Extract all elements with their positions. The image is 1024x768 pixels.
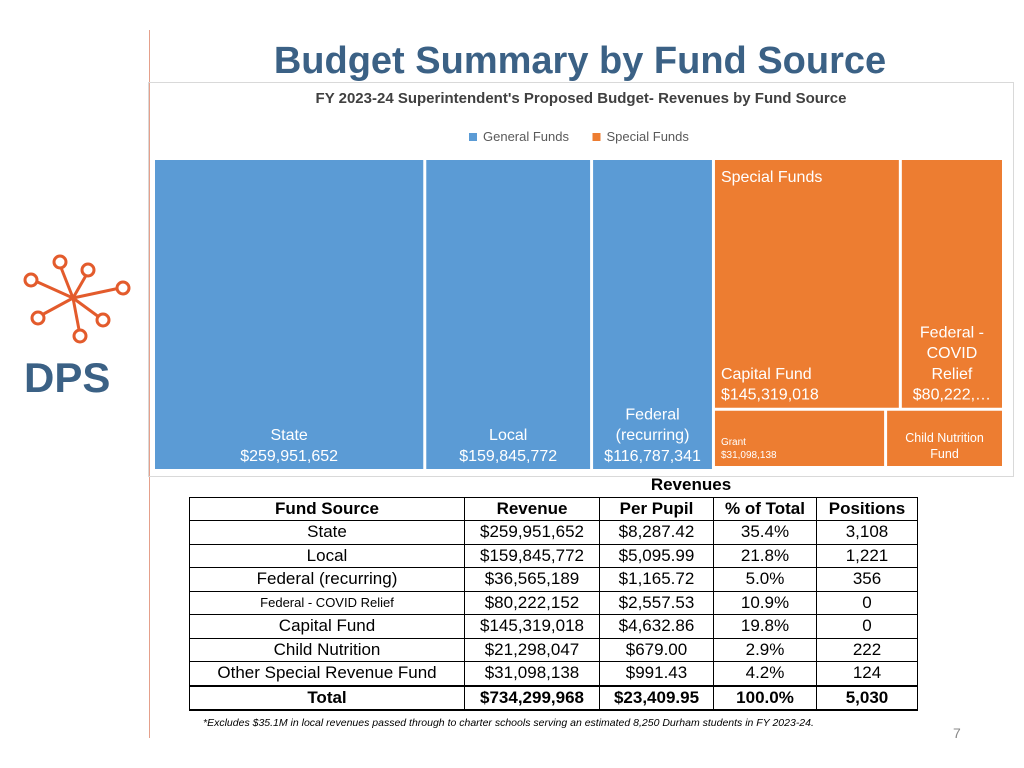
footnote: *Excludes $35.1M in local revenues passe… (203, 717, 814, 729)
value-label: $259,951,652 (240, 448, 338, 465)
legend-swatch (592, 133, 601, 141)
table-cell: % of Total (713, 496, 817, 521)
treemap-chart: FY 2023-24 Superintendent's Proposed Bud… (148, 82, 1014, 477)
table-cell: $734,299,968 (464, 684, 600, 711)
table-row: Revenues (190, 474, 918, 497)
table-cell: Revenue (464, 496, 600, 521)
table-cell: Per Pupil (599, 496, 714, 521)
table-row: Capital Fund $145,319,018 $4,632.86 19.8% 0 (189, 614, 918, 639)
logo: DPS (23, 254, 131, 400)
table-cell: Other Special Revenue Fund (189, 661, 465, 686)
table-row: Other Special Revenue Fund $31,098,138 $99… (189, 661, 918, 686)
table-cell: Federal (recurring) (189, 567, 465, 592)
treemap-cell (887, 410, 1002, 466)
table-cell: 0 (816, 590, 918, 615)
revenue-table: Revenues Fund Source Revenue Per Pupil% of … (189, 474, 918, 711)
table-cell: 1,221 (816, 543, 918, 568)
table-row: Federal - COVID Relief $80,222,152 $2,557.… (189, 590, 918, 615)
legend-label: Special Funds (607, 129, 690, 144)
table-cell: 0 (816, 614, 918, 639)
value-label: $116,787,341 (604, 448, 701, 465)
value-label: $80,222,… (913, 387, 991, 404)
divider (149, 30, 150, 738)
category-label: Federal -COVID Relief (920, 324, 984, 383)
table-cell: 4.2% (713, 661, 817, 686)
table-cell: $36,565,189 (464, 567, 600, 592)
table-cell: 35.4% (713, 520, 817, 545)
table-cell: $145,319,018 (464, 614, 600, 639)
chart-title: FY 2023-24 Superintendent's Proposed Bud… (316, 90, 847, 107)
table-row: Total $734,299,968 $23,409.95 100.0% 5,030 (189, 684, 918, 711)
value-label: $159,845,772 (459, 448, 557, 465)
value-label: $145,319,018 (721, 387, 819, 404)
table-cell: Fund Source (189, 496, 465, 521)
treemap-cell (714, 160, 899, 408)
table-cell: 100.0% (713, 684, 817, 711)
table-cell: 2.9% (713, 637, 817, 662)
table-cell: 5.0% (713, 567, 817, 592)
page-number: 7 (953, 725, 961, 741)
table-cell: Revenues (650, 475, 732, 495)
table-cell: 19.8% (713, 614, 817, 639)
table-cell: $21,298,047 (464, 637, 600, 662)
treemap-cell (426, 160, 591, 469)
category-label: Federal (recurring) (616, 406, 690, 444)
table-cell: $80,222,152 (464, 590, 600, 615)
table-cell: 21.8% (713, 543, 817, 568)
legend-label: General Funds (483, 129, 569, 144)
table-cell: $23,409.95 (599, 684, 714, 711)
table-cell: $31,098,138 (464, 661, 600, 686)
table-cell: 124 (816, 661, 918, 686)
table-cell: Capital Fund (189, 614, 465, 639)
value-label: $31,098,138 (721, 450, 777, 461)
category-label: Local (489, 427, 527, 444)
table-cell: $679.00 (599, 637, 714, 662)
table-cell: 222 (816, 637, 918, 662)
table-cell: Federal - COVID Relief (189, 590, 465, 615)
table-cell: $2,557.53 (599, 590, 714, 615)
table-cell: 10.9% (713, 590, 817, 615)
group-label: Special Funds (721, 169, 822, 186)
table-cell: $8,287.42 (599, 520, 714, 545)
treemap-cell (593, 160, 712, 469)
treemap-cell (901, 160, 1002, 408)
table-cell: 5,030 (816, 684, 918, 711)
table-cell: Total (189, 684, 465, 711)
legend-swatch (469, 133, 477, 141)
treemap-cell (155, 160, 424, 469)
table-row: Fund Source Revenue Per Pupil% of Total Pos… (189, 496, 918, 521)
table-cell: Child Nutrition (189, 637, 465, 662)
table-row: State $259,951,652 $8,287.42 35.4% 3,108 (189, 520, 918, 545)
logo-text: DPS (24, 354, 110, 400)
category-label: State (270, 427, 307, 444)
table-cell: Local (189, 543, 465, 568)
table-cell: $991.43 (599, 661, 714, 686)
category-label: Grant (721, 437, 746, 448)
table-cell: Positions (816, 496, 918, 521)
treemap-cell (714, 410, 885, 466)
table-cell: $259,951,652 (464, 520, 600, 545)
category-label: Child Nutrition Fund (905, 431, 984, 461)
table-cell: State (189, 520, 465, 545)
table-row: Child Nutrition $21,298,047 $679.00 2.9% 222 (189, 637, 918, 662)
table-cell (190, 474, 465, 497)
table-row: Local $159,845,772 $5,095.99 21.8% 1,221 (189, 543, 918, 568)
table-cell: 356 (816, 567, 918, 592)
category-label: Capital Fund (721, 366, 812, 383)
table-row: Federal (recurring) $36,565,189 $1,165.72 5… (189, 567, 918, 592)
table-cell: 3,108 (816, 520, 918, 545)
table-cell: $1,165.72 (599, 567, 714, 592)
table-cell: $5,095.99 (599, 543, 714, 568)
table-cell: $159,845,772 (464, 543, 600, 568)
slide-title: Budget Summary by Fund Source (273, 40, 887, 82)
table-cell: $4,632.86 (599, 614, 714, 639)
